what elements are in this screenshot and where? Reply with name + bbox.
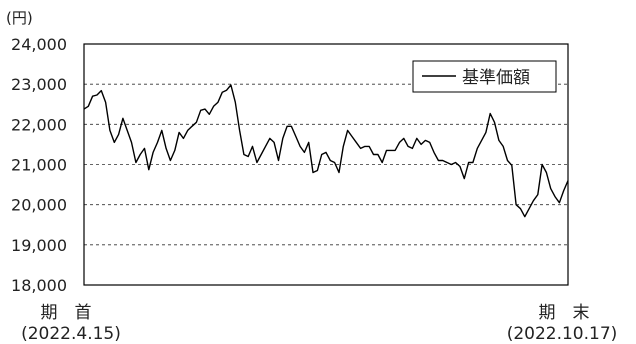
y-tick-label: 21,000	[11, 156, 67, 175]
x-end-date: (2022.10.17)	[507, 324, 618, 344]
y-tick-label: 20,000	[11, 196, 67, 215]
x-start-date: (2022.4.15)	[21, 324, 121, 344]
y-tick-label: 24,000	[11, 35, 67, 54]
y-tick-label: 22,000	[11, 115, 67, 134]
x-end-label: 期 末	[539, 303, 590, 323]
x-start-label: 期 首	[41, 303, 92, 323]
plot-frame	[83, 43, 569, 286]
y-tick-label: 23,000	[11, 75, 67, 94]
nav-series-line	[83, 84, 569, 218]
y-unit-label: (円)	[6, 9, 33, 27]
legend: 基準価額	[412, 60, 557, 93]
legend-label: 基準価額	[462, 68, 530, 88]
y-tick-label: 19,000	[11, 236, 67, 255]
y-tick-label: 18,000	[11, 276, 67, 295]
